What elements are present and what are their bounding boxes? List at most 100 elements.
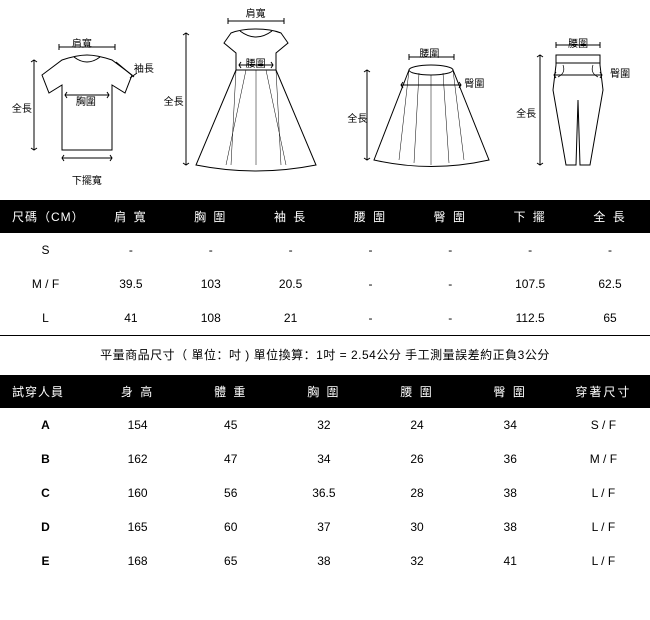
pants-hip-label: 臀圍 [610,65,630,80]
table-row: E16865383241L / F [0,544,650,578]
cell-hem: 112.5 [490,301,570,336]
tshirt-hem-label: 下擺寬 [72,172,102,187]
cell-size: S [0,233,91,267]
cell-hip: 34 [464,408,557,442]
cell-waist: 32 [370,544,463,578]
th-hip: 臀 圍 [410,200,490,233]
diagram-pants: 腰圍 臀圍 全長 [528,35,628,185]
skirt-waist-label: 腰圍 [419,45,439,60]
cell-chest: 38 [277,544,370,578]
cell-height: 165 [91,510,184,544]
cell-weight: 60 [184,510,277,544]
cell-person: E [0,544,91,578]
cell-sleeve: 20.5 [251,267,331,301]
th-length: 全 長 [570,200,650,233]
skirt-svg [359,45,504,175]
tshirt-length-label: 全長 [12,100,32,115]
th-fchest: 胸 圍 [277,375,370,408]
diagram-skirt: 腰圍 臀圍 全長 [359,45,504,185]
skirt-length-label: 全長 [347,110,367,125]
cell-height: 154 [91,408,184,442]
th-hem: 下 擺 [490,200,570,233]
cell-hem: - [490,233,570,267]
pants-length-label: 全長 [516,105,536,120]
size-table-body: S-------M / F39.510320.5--107.562.5L4110… [0,233,650,336]
cell-size: L / F [557,544,650,578]
pants-waist-label: 腰圍 [568,35,588,50]
cell-person: B [0,442,91,476]
cell-hip: - [410,301,490,336]
cell-person: A [0,408,91,442]
cell-size: L [0,301,91,336]
fit-table: 試穿人員 身 高 體 重 胸 圍 腰 圍 臀 圍 穿著尺寸 A154453224… [0,375,650,578]
measurement-diagrams: 肩寬 袖長 胸圍 全長 下擺寬 肩寬 [0,0,650,200]
cell-person: D [0,510,91,544]
tshirt-sleeve-label: 袖長 [134,60,154,75]
cell-hip: 36 [464,442,557,476]
cell-size: L / F [557,476,650,510]
skirt-hip-label: 臀圍 [464,75,484,90]
cell-hip: 41 [464,544,557,578]
cell-height: 162 [91,442,184,476]
cell-length: 62.5 [570,267,650,301]
cell-chest: 103 [171,267,251,301]
cell-waist: 26 [370,442,463,476]
cell-hip: 38 [464,510,557,544]
th-height: 身 高 [91,375,184,408]
cell-size: S / F [557,408,650,442]
th-wearsize: 穿著尺寸 [557,375,650,408]
cell-size: L / F [557,510,650,544]
cell-chest: - [171,233,251,267]
th-size: 尺碼（CM） [0,200,91,233]
table-row: A15445322434S / F [0,408,650,442]
cell-length: 65 [570,301,650,336]
th-waist: 腰 圍 [331,200,411,233]
cell-weight: 47 [184,442,277,476]
cell-waist: 24 [370,408,463,442]
table-row: S------- [0,233,650,267]
th-person: 試穿人員 [0,375,91,408]
cell-hip: - [410,267,490,301]
cell-waist: - [331,267,411,301]
dress-waist-label: 腰圍 [246,55,266,70]
cell-weight: 65 [184,544,277,578]
cell-height: 160 [91,476,184,510]
cell-shoulder: - [91,233,171,267]
size-table: 尺碼（CM） 肩 寬 胸 圍 袖 長 腰 圍 臀 圍 下 擺 全 長 S----… [0,200,650,336]
cell-sleeve: - [251,233,331,267]
cell-shoulder: 39.5 [91,267,171,301]
dress-svg [176,15,336,180]
cell-chest: 37 [277,510,370,544]
pants-svg [528,35,628,175]
cell-hip: 38 [464,476,557,510]
fit-table-header: 試穿人員 身 高 體 重 胸 圍 腰 圍 臀 圍 穿著尺寸 [0,375,650,408]
th-chest: 胸 圍 [171,200,251,233]
th-fwaist: 腰 圍 [370,375,463,408]
cell-chest: 32 [277,408,370,442]
cell-size: M / F [0,267,91,301]
cell-weight: 45 [184,408,277,442]
cell-hem: 107.5 [490,267,570,301]
table-row: B16247342636M / F [0,442,650,476]
tshirt-chest-label: 胸圍 [76,93,96,108]
cell-size: M / F [557,442,650,476]
cell-waist: - [331,301,411,336]
table-row: L4110821--112.565 [0,301,650,336]
cell-chest: 34 [277,442,370,476]
cell-length: - [570,233,650,267]
size-table-header: 尺碼（CM） 肩 寬 胸 圍 袖 長 腰 圍 臀 圍 下 擺 全 長 [0,200,650,233]
fit-table-body: A15445322434S / FB16247342636M / FC16056… [0,408,650,578]
table-row: M / F39.510320.5--107.562.5 [0,267,650,301]
cell-waist: - [331,233,411,267]
cell-person: C [0,476,91,510]
th-fhip: 臀 圍 [464,375,557,408]
table-row: D16560373038L / F [0,510,650,544]
cell-weight: 56 [184,476,277,510]
diagram-tshirt: 肩寬 袖長 胸圍 全長 下擺寬 [22,35,152,185]
diagram-dress: 肩寬 腰圍 全長 [176,15,336,185]
cell-waist: 30 [370,510,463,544]
th-shoulder: 肩 寬 [91,200,171,233]
th-weight: 體 重 [184,375,277,408]
table-row: C1605636.52838L / F [0,476,650,510]
dress-length-label: 全長 [164,93,184,108]
